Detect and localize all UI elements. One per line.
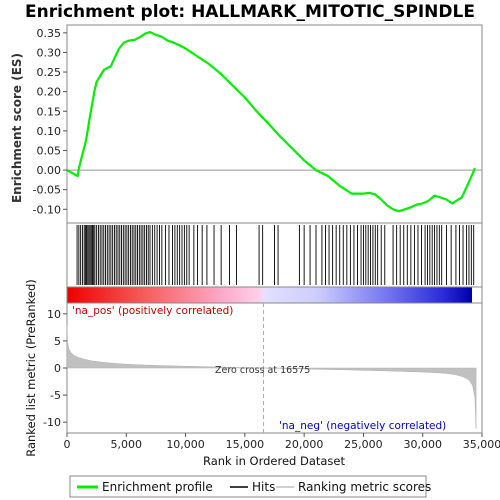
es-y-tick-label: -0.10 — [33, 203, 61, 216]
na-pos-annotation: 'na_pos' (positively correlated) — [72, 305, 233, 317]
es-y-tick-label: 0.35 — [37, 27, 62, 40]
es-y-tick-label: 0.20 — [37, 86, 62, 99]
na-neg-annotation: 'na_neg' (negatively correlated) — [279, 420, 446, 432]
es-y-tick-label: 0.15 — [37, 105, 62, 118]
legend-metric-label: Ranking metric scores — [298, 480, 431, 494]
x-tick-label: 35,000 — [463, 438, 500, 451]
x-tick-label: 0 — [64, 438, 71, 451]
metric-y-tick-label: 10 — [47, 308, 61, 321]
es-y-tick-label: 0.05 — [37, 144, 62, 157]
x-tick-label: 15,000 — [226, 438, 265, 451]
x-tick-label: 30,000 — [403, 438, 442, 451]
es-panel-frame — [66, 24, 483, 224]
metric-panel: -10 -5 0 5 10 'na_pos' (positively correlate… — [24, 279, 483, 457]
x-tick-label: 5,000 — [111, 438, 143, 451]
es-y-tick-label: -0.05 — [33, 184, 61, 197]
metric-y-tick-label: 0 — [54, 362, 61, 375]
es-panel: -0.10 -0.05 0.00 0.05 0.10 0.15 0.20 0.25 0.30 0.… — [10, 24, 483, 224]
metric-y-tick-label: 5 — [54, 335, 61, 348]
legend-hits-label: Hits — [252, 480, 275, 494]
zero-cross-annotation: Zero cross at 16575 — [215, 365, 310, 376]
es-y-axis-label: Enrichment score (ES) — [10, 53, 24, 203]
x-axis: 0 5,000 10,000 15,000 20,000 25,000 30,000 35,0… — [64, 433, 500, 451]
chart-title: Enrichment plot: HALLMARK_MITOTIC_SPINDL… — [25, 2, 475, 22]
es-y-tick-label: 0.30 — [37, 46, 62, 59]
metric-y-tick-label: -5 — [50, 389, 61, 402]
es-y-tick-label: 0.10 — [37, 125, 62, 138]
legend: Enrichment profile Hits Ranking metric s… — [69, 475, 431, 498]
x-axis-label: Rank in Ordered Dataset — [203, 454, 346, 468]
metric-y-axis-label: Ranked list metric (PreRanked) — [24, 279, 38, 457]
hits-panel — [66, 222, 483, 288]
es-y-tick-label: 0.25 — [37, 66, 62, 79]
x-tick-label: 10,000 — [166, 438, 205, 451]
hits-ticks — [76, 225, 475, 285]
es-y-tick-label: 0.00 — [37, 164, 62, 177]
es-y-axis: -0.10 -0.05 0.00 0.05 0.10 0.15 0.20 0.25 0.30 0.… — [33, 27, 67, 216]
ranking-color-bar — [67, 287, 472, 303]
metric-y-axis: -10 -5 0 5 10 — [43, 308, 67, 429]
legend-enrichment-label: Enrichment profile — [102, 480, 213, 494]
metric-y-tick-label: -10 — [43, 416, 61, 429]
x-tick-label: 20,000 — [285, 438, 324, 451]
enrichment-profile-line — [66, 30, 476, 213]
ranking-metric-area — [66, 324, 477, 429]
x-tick-label: 25,000 — [344, 438, 383, 451]
